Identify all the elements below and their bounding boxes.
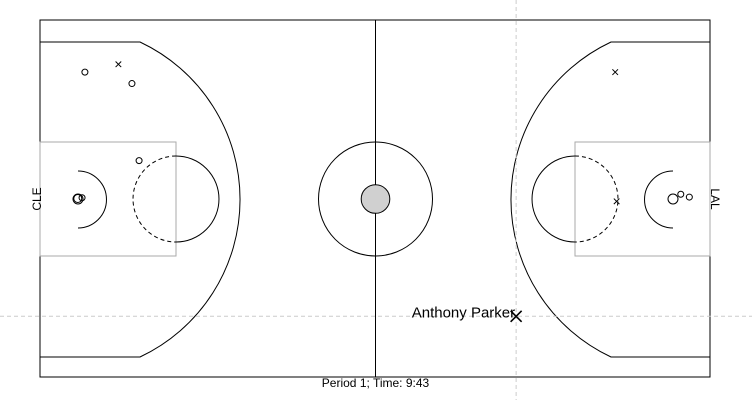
player-marker-x	[612, 68, 619, 76]
player-marker-circle	[81, 68, 89, 76]
right-paint	[574, 141, 711, 257]
highlighted-player-label: Anthony Parker	[412, 304, 515, 321]
highlighted-player-marker	[510, 310, 523, 323]
period-time-caption: Period 1; Time: 9:43	[322, 376, 430, 390]
right-free-throw-circle-solid	[531, 155, 576, 243]
player-markers	[73, 61, 693, 323]
left-free-throw-circle-dashed	[132, 155, 177, 243]
center-circle-inner	[360, 184, 391, 214]
player-marker-circle	[135, 157, 143, 165]
player-marker-circle	[677, 190, 685, 198]
center-circle-outer	[318, 141, 433, 257]
player-marker-x	[115, 61, 122, 68]
left-hoop	[72, 193, 84, 205]
ball-marker	[73, 194, 83, 203]
team-label-right: LAL	[708, 188, 722, 210]
left-restricted-arc	[77, 170, 107, 229]
player-marker-x	[613, 198, 620, 205]
court-lines	[39, 19, 711, 378]
left-three-point-line	[40, 41, 241, 358]
left-free-throw-circle-solid	[175, 155, 220, 243]
team-label-left: CLE	[30, 187, 44, 210]
player-marker-circle	[685, 193, 693, 201]
player-marker-circle	[78, 194, 86, 202]
right-three-point-line	[510, 41, 710, 358]
right-restricted-arc	[644, 170, 674, 229]
right-free-throw-circle-dashed	[574, 155, 619, 243]
player-marker-circle	[128, 80, 136, 88]
left-paint	[39, 141, 177, 257]
right-hoop	[667, 193, 679, 205]
